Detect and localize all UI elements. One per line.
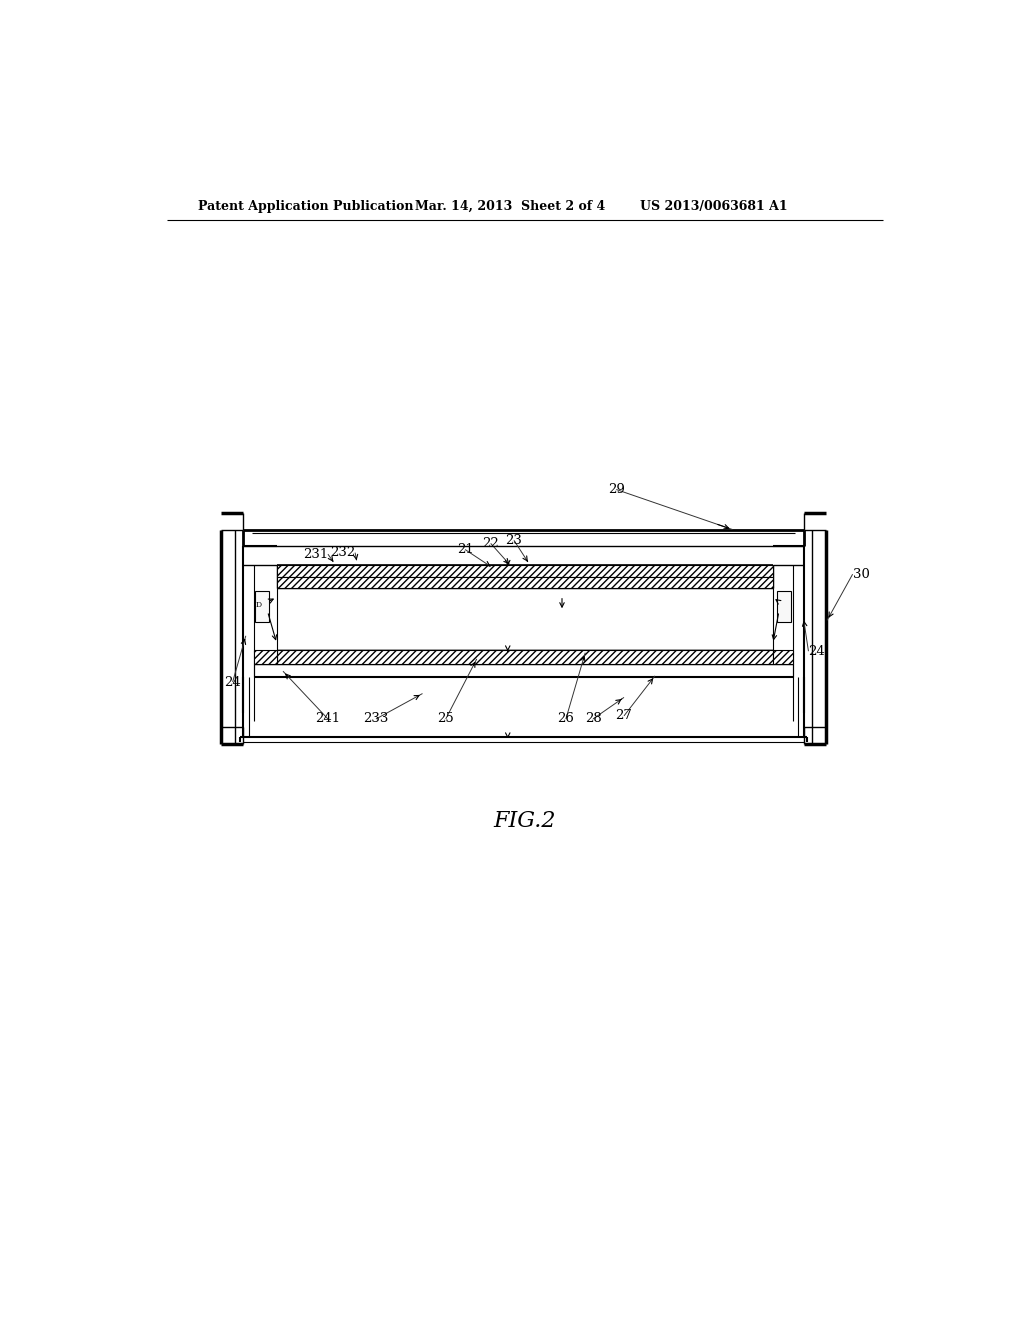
Bar [255, 591, 269, 622]
Text: FIG.2: FIG.2 [494, 809, 556, 832]
Bar [773, 649, 793, 664]
Text: 233: 233 [364, 713, 389, 726]
Text: US 2013/0063681 A1: US 2013/0063681 A1 [640, 199, 787, 213]
Text: 26: 26 [557, 713, 574, 726]
Text: 231: 231 [303, 548, 328, 561]
Text: D: D [256, 601, 262, 609]
Text: 23: 23 [506, 533, 522, 546]
Bar [276, 649, 773, 664]
Text: Mar. 14, 2013  Sheet 2 of 4: Mar. 14, 2013 Sheet 2 of 4 [415, 199, 605, 213]
Text: 30: 30 [853, 568, 869, 581]
Bar [777, 591, 792, 622]
Text: 22: 22 [482, 537, 499, 550]
Text: 24: 24 [809, 644, 825, 657]
Text: 25: 25 [437, 713, 454, 726]
Text: 29: 29 [608, 483, 625, 496]
Text: 21: 21 [457, 543, 473, 556]
Text: 28: 28 [585, 713, 601, 726]
Bar [254, 649, 276, 664]
Text: 232: 232 [330, 546, 355, 560]
Text: Patent Application Publication: Patent Application Publication [198, 199, 414, 213]
Text: 241: 241 [315, 713, 341, 726]
Bar [276, 577, 773, 589]
Text: 24: 24 [224, 676, 241, 689]
Text: 27: 27 [615, 709, 633, 722]
Bar [276, 565, 773, 577]
